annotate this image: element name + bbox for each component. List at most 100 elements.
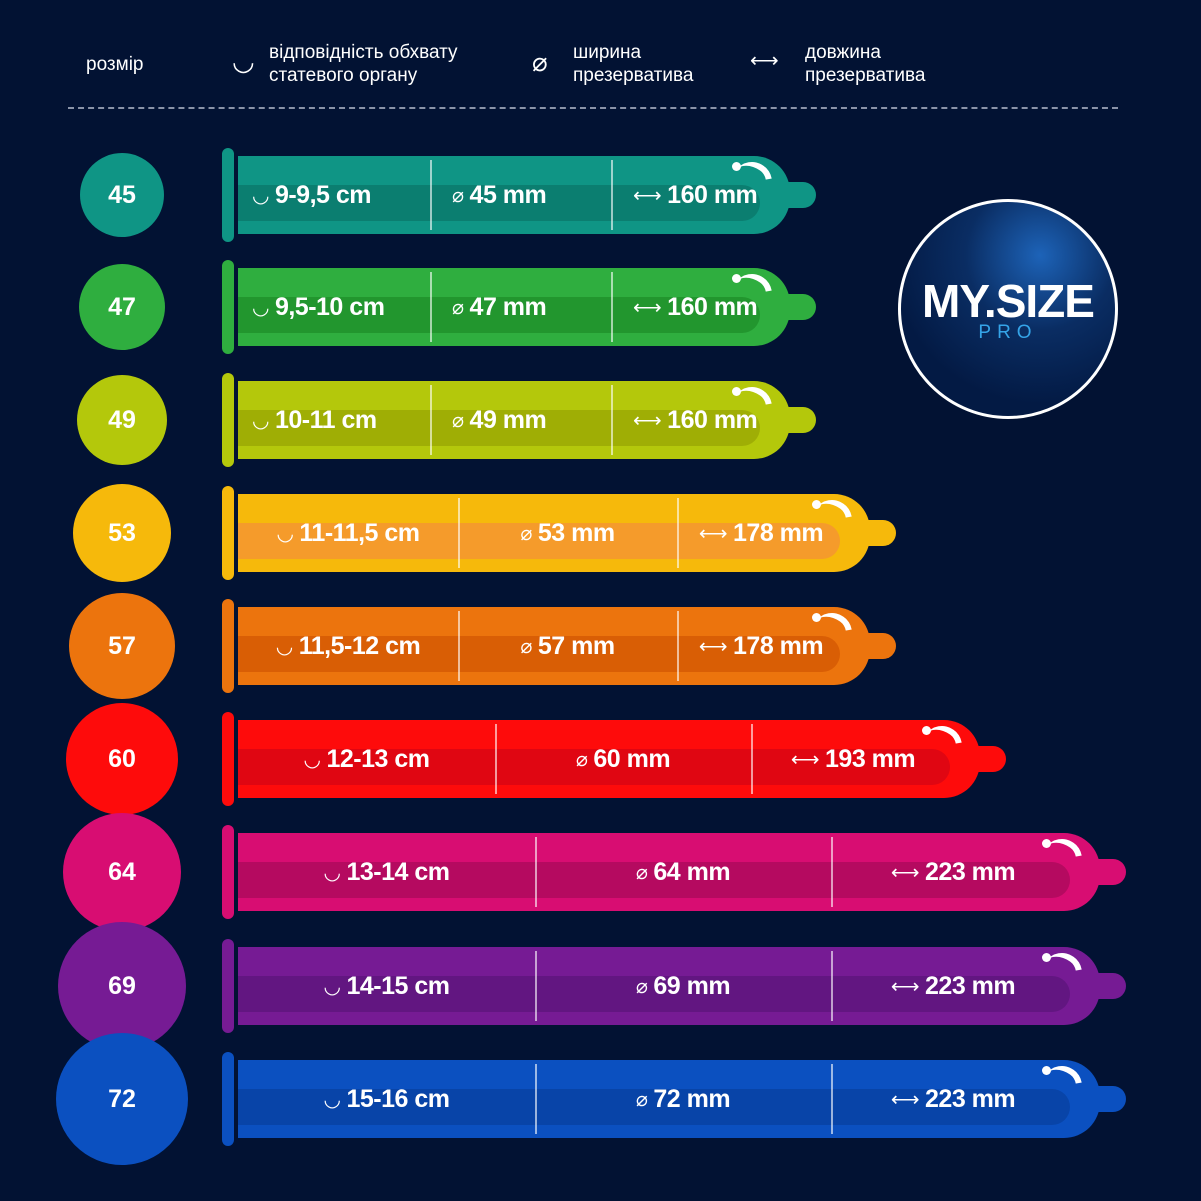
segment-width: ⌀ 47 mm xyxy=(452,290,547,324)
width-header-line2: презерватива xyxy=(573,65,694,86)
segment-divider xyxy=(831,1064,833,1134)
condom-band xyxy=(238,976,1070,1012)
condom-tip xyxy=(792,182,816,208)
condom-bar xyxy=(238,947,1100,1025)
double-arrow-icon: ⟷ xyxy=(750,50,779,72)
circle-arrow-icon: ◡ xyxy=(323,1088,341,1111)
shine-dot xyxy=(1042,839,1051,848)
condom-band xyxy=(238,523,840,559)
condom-tip xyxy=(982,746,1006,772)
diameter-icon: ⌀ xyxy=(635,861,648,884)
condom-neck xyxy=(850,520,874,546)
condom-neck xyxy=(770,294,794,320)
size-header: розмір xyxy=(86,54,144,75)
width-value: 64 mm xyxy=(653,857,731,886)
girth-value: 11,5-12 cm xyxy=(298,631,421,660)
length-value: 223 mm xyxy=(925,857,1016,886)
segment-divider xyxy=(458,611,460,681)
diameter-icon: ⌀ xyxy=(452,296,464,319)
girth-header: відповідність обхвату статевого органу xyxy=(269,41,458,87)
condom-tip xyxy=(1102,973,1126,999)
circle-arrow-icon: ◡ xyxy=(252,184,269,207)
logo-main-text: MY.SIZE xyxy=(922,275,1095,327)
condom-band xyxy=(238,636,840,672)
condom-ring xyxy=(222,825,234,919)
condom-bar xyxy=(238,494,870,572)
width-value: 53 mm xyxy=(537,518,615,547)
length-header: довжина презерватива xyxy=(805,41,925,87)
size-badge: 47 xyxy=(79,264,165,350)
condom-band xyxy=(238,1089,1070,1125)
segment-divider xyxy=(611,272,613,342)
condom-bar xyxy=(238,607,870,685)
segment-length: ⟷ 178 mm xyxy=(677,516,845,550)
segment-length: ⟷ 160 mm xyxy=(633,178,758,212)
shine-dot xyxy=(1042,953,1051,962)
condom-tip xyxy=(1102,1086,1126,1112)
diameter-icon: ⌀ xyxy=(635,975,648,998)
segment-width: ⌀ 60 mm xyxy=(495,742,751,776)
shine-dot xyxy=(812,613,821,622)
condom-tip xyxy=(872,633,896,659)
condom-ring xyxy=(222,712,234,806)
condom-bar xyxy=(238,1060,1100,1138)
segment-divider xyxy=(535,1064,537,1134)
condom-neck xyxy=(960,746,984,772)
girth-value: 11-11,5 cm xyxy=(299,518,420,547)
circle-arrow-icon: ◡ xyxy=(275,635,293,658)
condom-band xyxy=(238,185,760,221)
condom-tip xyxy=(1102,859,1126,885)
condom-band xyxy=(238,749,950,785)
segment-divider xyxy=(430,160,432,230)
double-arrow-icon: ⟷ xyxy=(890,1088,920,1111)
condom-ring xyxy=(222,939,234,1033)
segment-girth: ◡ 10-11 cm xyxy=(252,403,377,437)
condom-bar xyxy=(238,156,790,234)
girth-value: 12-13 cm xyxy=(326,744,430,773)
segment-length: ⟷ 193 mm xyxy=(751,742,955,776)
segment-divider xyxy=(677,498,679,568)
segment-length: ⟷ 178 mm xyxy=(677,629,845,663)
girth-value: 13-14 cm xyxy=(346,857,450,886)
width-value: 45 mm xyxy=(469,180,547,209)
segment-divider xyxy=(430,272,432,342)
segment-divider xyxy=(535,951,537,1021)
segment-girth: ◡ 12-13 cm xyxy=(238,742,495,776)
logo-sub-text: PRO xyxy=(978,322,1038,343)
size-badge: 64 xyxy=(63,813,181,931)
double-arrow-icon: ⟷ xyxy=(890,975,920,998)
segment-girth: ◡ 15-16 cm xyxy=(238,1082,535,1116)
segment-width: ⌀ 57 mm xyxy=(458,629,677,663)
diameter-icon: ⌀ xyxy=(452,409,464,432)
size-badge: 60 xyxy=(66,703,178,815)
segment-length: ⟷ 160 mm xyxy=(633,290,758,324)
size-badge: 57 xyxy=(69,593,175,699)
width-value: 69 mm xyxy=(653,971,731,1000)
circle-arrow-icon: ◡ xyxy=(252,409,269,432)
segment-width: ⌀ 64 mm xyxy=(535,855,831,889)
shine-dot xyxy=(1042,1066,1051,1075)
width-value: 49 mm xyxy=(469,405,547,434)
segment-length: ⟷ 223 mm xyxy=(831,969,1075,1003)
width-value: 72 mm xyxy=(653,1084,731,1113)
width-value: 57 mm xyxy=(537,631,615,660)
width-value: 47 mm xyxy=(469,292,547,321)
segment-girth: ◡ 11,5-12 cm xyxy=(238,629,458,663)
segment-divider xyxy=(831,837,833,907)
condom-band xyxy=(238,297,760,333)
segment-width: ⌀ 72 mm xyxy=(535,1082,831,1116)
width-header: ширина презерватива xyxy=(573,41,693,87)
size-badge: 53 xyxy=(73,484,171,582)
length-value: 160 mm xyxy=(667,405,758,434)
segment-divider xyxy=(495,724,497,794)
segment-length: ⟷ 160 mm xyxy=(633,403,758,437)
segment-divider xyxy=(611,385,613,455)
length-value: 178 mm xyxy=(733,631,824,660)
segment-width: ⌀ 53 mm xyxy=(458,516,677,550)
condom-bar xyxy=(238,720,980,798)
circle-arrow-icon: ◡ xyxy=(323,861,341,884)
condom-tip xyxy=(872,520,896,546)
condom-bar xyxy=(238,268,790,346)
condom-band xyxy=(238,862,1070,898)
segment-length: ⟷ 223 mm xyxy=(831,855,1075,889)
